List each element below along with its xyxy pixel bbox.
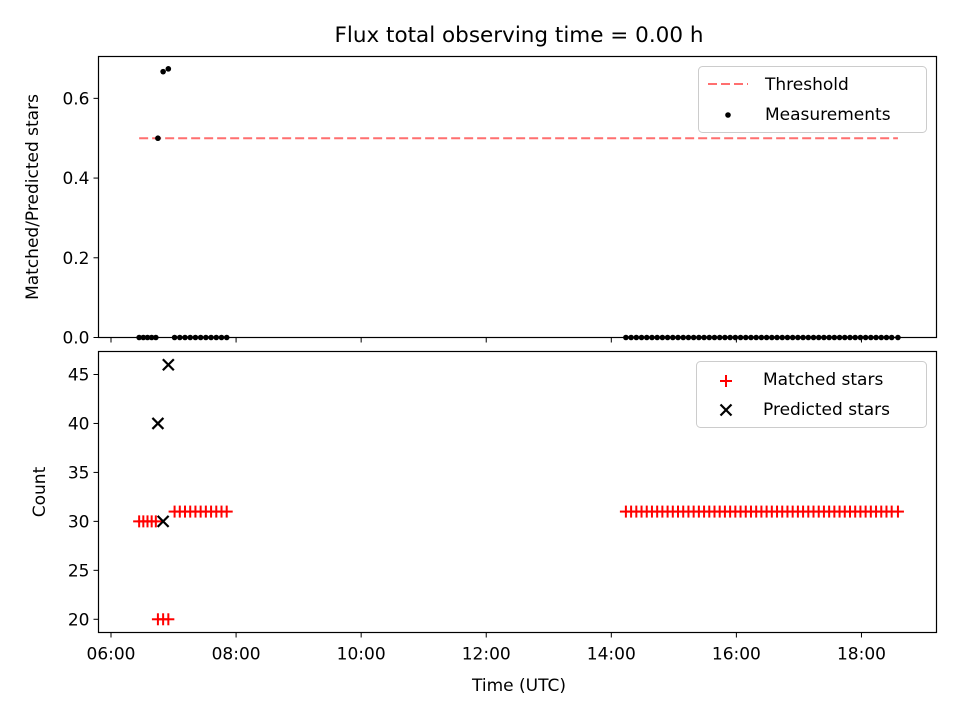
predicted-stars-legend-swatch	[719, 403, 733, 417]
top-y-ticks: 0.0 0.2 0.4 0.6	[62, 89, 99, 349]
top-x-ticks	[110, 337, 862, 343]
bottom-axes-frame	[97, 350, 938, 634]
x-tick-label: 18:00	[837, 645, 886, 665]
y-tick-label: 20	[68, 610, 90, 630]
y-tick-label: 25	[68, 561, 90, 581]
matched-star-marker	[162, 613, 175, 626]
x-tick-label: 14:00	[587, 645, 636, 665]
top-y-axis-label: Matched/Predicted stars	[23, 94, 43, 300]
predicted-star-marker	[156, 515, 170, 528]
threshold-legend-label: Threshold	[764, 75, 849, 95]
y-tick-label: 0.0	[62, 329, 89, 349]
figure-title: Flux total observing time = 0.00 h	[335, 23, 704, 48]
bottom-legend-box	[696, 361, 927, 428]
y-tick-label: 0.6	[62, 89, 89, 109]
measurement-point	[160, 68, 166, 75]
y-tick-label: 45	[68, 366, 90, 386]
predicted-star-marker	[151, 417, 165, 430]
y-tick-label: 0.4	[62, 169, 89, 189]
top-legend: Threshold Measurements	[698, 66, 927, 133]
bottom-y-axis-label: Count	[30, 466, 50, 517]
y-tick-label: 35	[68, 463, 90, 483]
measurements-legend-label: Measurements	[765, 105, 891, 125]
x-tick-label: 06:00	[87, 645, 136, 665]
matched-star-marker	[891, 505, 904, 518]
y-tick-label: 0.2	[62, 249, 89, 269]
top-legend-box	[698, 66, 927, 133]
predicted-stars-legend-label: Predicted stars	[763, 400, 890, 420]
x-tick-label: 08:00	[212, 645, 261, 665]
x-tick-label: 16:00	[712, 645, 761, 665]
top-axes-frame	[97, 55, 938, 339]
matched-star-marker	[149, 515, 162, 528]
measurements-legend-swatch	[725, 112, 731, 118]
x-tick-label: 12:00	[462, 645, 511, 665]
bottom-plot-marks	[133, 358, 904, 626]
matched-star-marker	[220, 505, 233, 518]
bottom-axes: 20 25 30 35 40 45 06:00 08:00 10:00 12:00 14:00 16…	[30, 350, 938, 696]
bottom-x-ticks: 06:00 08:00 10:00 12:00 14:00 16:00 18:00	[87, 632, 886, 665]
matched-stars-legend-swatch	[720, 375, 732, 387]
bottom-legend: Matched stars Predicted stars	[696, 361, 927, 428]
x-tick-label: 10:00	[337, 645, 386, 665]
predicted-star-marker	[162, 358, 175, 371]
matched-stars-legend-label: Matched stars	[763, 370, 883, 390]
measurement-point	[155, 135, 161, 142]
x-axis-label: Time (UTC)	[471, 676, 566, 696]
measurement-point	[165, 66, 172, 72]
y-tick-label: 30	[68, 512, 90, 532]
top-axes: 0.0 0.2 0.4 0.6 Matched/Predicted stars Thr…	[23, 55, 938, 349]
y-tick-label: 40	[68, 414, 90, 434]
bottom-y-ticks: 20 25 30 35 40 45	[68, 366, 99, 630]
